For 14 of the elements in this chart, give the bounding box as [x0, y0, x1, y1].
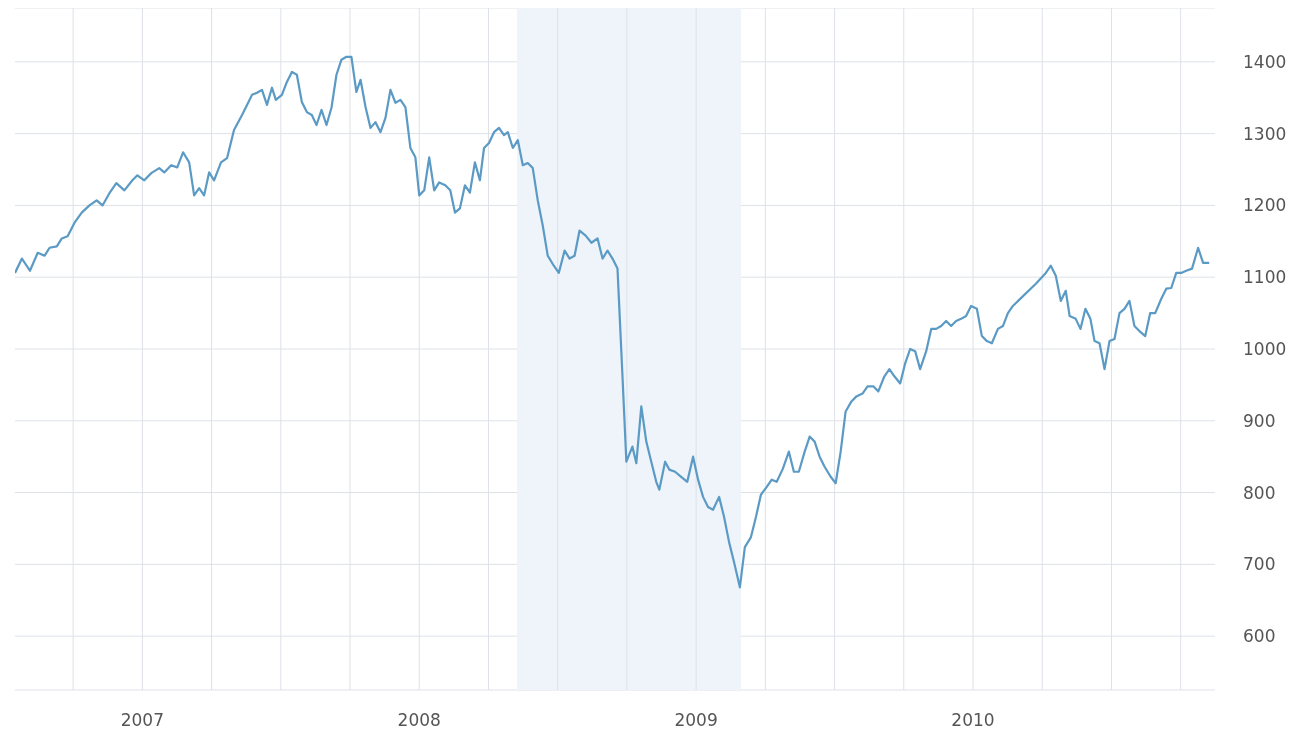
x-tick-label: 2009: [674, 710, 718, 731]
x-tick-label: 2007: [120, 710, 164, 731]
x-tick-label: 2008: [397, 710, 441, 731]
y-tick-label: 700: [1243, 554, 1276, 575]
y-tick-label: 800: [1243, 482, 1276, 503]
x-tick-label: 2010: [951, 710, 995, 731]
y-tick-label: 1100: [1243, 267, 1287, 288]
y-tick-label: 1200: [1243, 195, 1287, 216]
y-tick-label: 1300: [1243, 123, 1287, 144]
y-tick-label: 1400: [1243, 51, 1287, 72]
line-series: [15, 55, 1211, 589]
y-tick-label: 900: [1243, 410, 1276, 431]
y-tick-label: 1000: [1243, 339, 1287, 360]
y-tick-label: 600: [1243, 626, 1276, 647]
